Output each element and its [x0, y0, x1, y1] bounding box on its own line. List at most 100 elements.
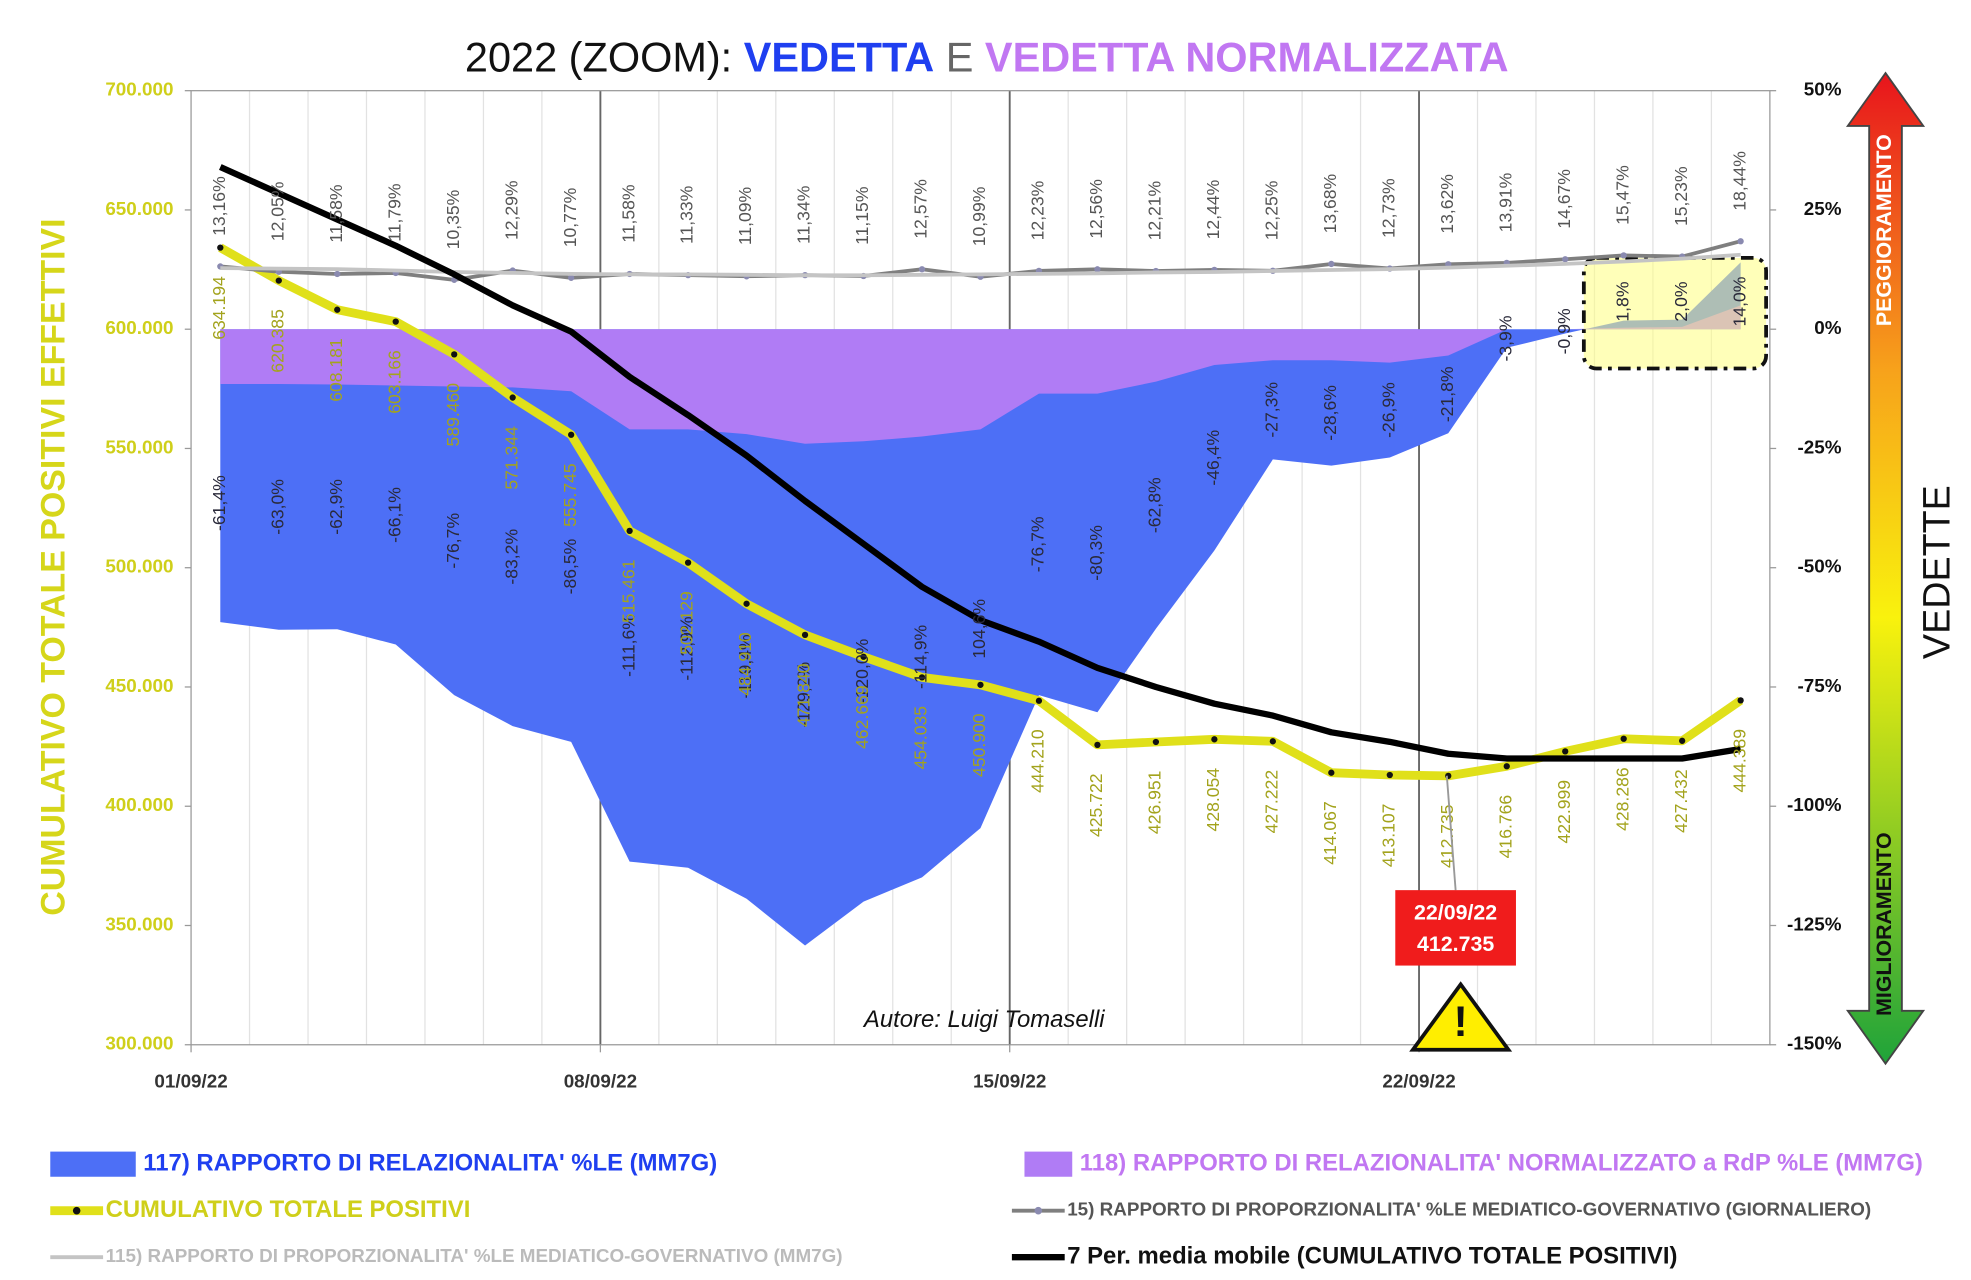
point [1328, 769, 1335, 776]
point [1269, 738, 1276, 745]
data-label: 425.722 [1086, 773, 1106, 837]
y2-tick-label: -125% [1787, 913, 1842, 934]
x-tick-label: 08/09/22 [564, 1070, 637, 1091]
data-label: 450.900 [969, 713, 989, 777]
data-label: 428.054 [1203, 768, 1223, 832]
point [1386, 771, 1393, 779]
data-label: 11,34% [794, 186, 814, 244]
plot-frame [190, 90, 1771, 1046]
data-label: -119,4% [735, 634, 755, 698]
data-label: 12,25% [1261, 181, 1281, 241]
data-label: 12,21% [1145, 181, 1165, 241]
data-label: 12,73% [1378, 178, 1398, 238]
data-label: 15,23% [1671, 166, 1691, 226]
point [684, 559, 692, 566]
data-label: -26,9% [1378, 382, 1398, 438]
arrow-bottom-label: MIGLIORAMENTO [1872, 832, 1896, 1016]
legend-label: 118) RAPPORTO DI RELAZIONALITA' NORMALIZ… [1080, 1149, 1923, 1176]
data-label: 12,57% [911, 179, 931, 239]
data-label: 13,62% [1437, 174, 1457, 234]
y2-tick-label: -100% [1787, 794, 1842, 815]
y-tick-label: 550.000 [105, 436, 173, 457]
data-label: -83,2% [501, 529, 521, 585]
callout-box [1395, 890, 1516, 966]
legend-swatch [50, 1151, 136, 1177]
data-label: 12,44% [1203, 180, 1223, 240]
data-label: 571.344 [501, 426, 521, 490]
arrow-top-label: PEGGIORAMENTO [1872, 134, 1896, 326]
data-label: 10,77% [560, 188, 580, 248]
data-label: 13,68% [1320, 174, 1340, 234]
point [801, 631, 809, 639]
data-label: 11,15% [852, 187, 872, 245]
area [220, 262, 1741, 946]
line [220, 252, 1741, 278]
point [1562, 256, 1569, 263]
legend-label: 115) RAPPORTO DI PROPORZIONALITA' %LE ME… [106, 1245, 843, 1266]
title-vedetta: VEDETTA [744, 33, 934, 80]
point [1503, 763, 1510, 770]
data-label: -129,2% [794, 662, 814, 727]
title-vedetta-normalizzata: VEDETTA NORMALIZZATA [985, 33, 1509, 80]
data-label: -76,7% [443, 513, 463, 569]
data-label: 11,79% [384, 183, 404, 241]
callout-date: 22/09/22 [1414, 901, 1497, 925]
point [1620, 252, 1627, 259]
y2-tick-label: 50% [1804, 79, 1842, 100]
y2-tick-label: 0% [1814, 317, 1841, 338]
legend-label: CUMULATIVO TOTALE POSITIVI [106, 1196, 471, 1223]
data-label: 13,16% [209, 176, 229, 236]
plot-area [220, 262, 1741, 946]
y-tick-label: 350.000 [105, 913, 173, 934]
legend-swatch [1024, 1151, 1073, 1177]
data-label: 12,23% [1028, 181, 1048, 241]
y-tick-label: 650.000 [105, 198, 173, 219]
y-tick-label: 500.000 [105, 556, 173, 577]
data-label: 11,58% [326, 184, 346, 242]
point [918, 674, 926, 681]
point [1094, 741, 1101, 749]
point [860, 653, 867, 660]
data-label: 502.129 [677, 591, 697, 655]
x-tick-label: 22/09/22 [1382, 1070, 1455, 1091]
data-label: 1,8% [1612, 282, 1632, 322]
data-label: 11,33% [677, 186, 697, 244]
y2-axis-title: VEDETTE [1916, 485, 1958, 659]
y-tick-label: 400.000 [105, 794, 173, 815]
point [1152, 738, 1160, 746]
data-label: 454.035 [911, 706, 931, 770]
data-label: -66,1% [384, 487, 404, 543]
point [1620, 735, 1627, 742]
x-tick-label: 01/09/22 [154, 1070, 227, 1091]
data-label: 10,99% [969, 187, 989, 247]
warning-icon [1409, 981, 1513, 1052]
point [626, 527, 633, 534]
data-label: -86,5% [560, 539, 580, 595]
trend-arrow [1845, 71, 1926, 1066]
data-label: -27,3% [1261, 382, 1281, 438]
legend-marker [72, 1206, 81, 1215]
data-label: 13,91% [1495, 173, 1515, 233]
data-label: 620.385 [267, 309, 287, 373]
data-label: 14,67% [1554, 169, 1574, 229]
data-label: -114,9% [911, 625, 931, 689]
data-label: 18,44% [1729, 151, 1749, 211]
x-tick-label: 15/09/22 [973, 1070, 1046, 1091]
point [392, 318, 399, 325]
data-label: -0,9% [1554, 308, 1574, 354]
point [743, 600, 750, 607]
y-tick-label: 700.000 [105, 79, 173, 100]
y2-tick-label: -50% [1798, 556, 1842, 577]
y2-tick-label: -25% [1798, 436, 1842, 457]
data-label: 427.222 [1261, 770, 1281, 834]
y-tick-label: 300.000 [105, 1033, 173, 1054]
data-label: 15,47% [1612, 165, 1632, 225]
point [334, 270, 341, 278]
point [1737, 238, 1744, 245]
data-label: 414.067 [1320, 801, 1340, 865]
data-label: -21,8% [1437, 366, 1457, 422]
data-label: 12,56% [1086, 179, 1106, 239]
author: Autore: Luigi Tomaselli [862, 1006, 1105, 1033]
area [220, 305, 1741, 444]
